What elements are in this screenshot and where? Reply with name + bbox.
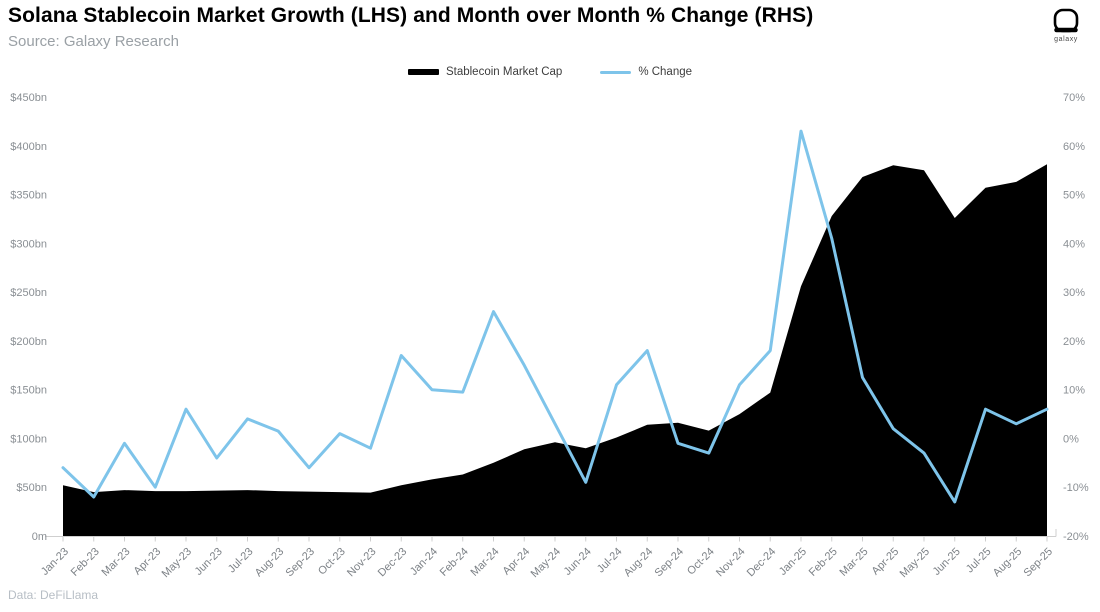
x-axis-label: Aug-25 bbox=[991, 546, 1025, 580]
y-axis-label-right: -20% bbox=[1063, 531, 1089, 543]
x-axis-label: Jan-25 bbox=[777, 546, 809, 578]
y-axis-label-left: $250bn bbox=[10, 287, 47, 299]
y-axis-label-right: 30% bbox=[1063, 287, 1085, 299]
x-axis-label: Feb-23 bbox=[69, 546, 102, 579]
y-axis-label-right: 0% bbox=[1063, 433, 1079, 445]
x-axis-label: Sep-23 bbox=[284, 546, 318, 580]
x-axis-label: May-23 bbox=[160, 546, 194, 580]
legend-item-market-cap: Stablecoin Market Cap bbox=[407, 66, 563, 78]
x-axis-label: Aug-24 bbox=[622, 546, 656, 580]
y-axis-label-left: $300bn bbox=[10, 238, 47, 250]
x-axis-label: Apr-25 bbox=[870, 546, 902, 578]
y-axis-label-left: $350bn bbox=[10, 190, 47, 202]
data-source-note: Data: DeFiLlama bbox=[8, 588, 99, 602]
x-axis-label: Oct-24 bbox=[685, 546, 717, 578]
x-axis-label: Jul-23 bbox=[226, 546, 256, 576]
y-axis-label-right: 20% bbox=[1063, 336, 1085, 348]
legend-swatch-pct-change bbox=[600, 70, 632, 74]
x-axis-label: Jan-23 bbox=[39, 546, 71, 578]
y-axis-label-right: 10% bbox=[1063, 385, 1085, 397]
x-axis-label: Mar-25 bbox=[837, 546, 870, 579]
x-axis-label: Dec-23 bbox=[376, 546, 410, 580]
y-axis-label-left: $100bn bbox=[10, 433, 47, 445]
x-axis-label: Jul-25 bbox=[964, 546, 994, 576]
y-axis-label-right: 40% bbox=[1063, 238, 1085, 250]
legend-label-marketcap: Stablecoin Market Cap bbox=[445, 66, 563, 78]
y-axis-label-left: $150bn bbox=[10, 385, 47, 397]
x-axis-label: Feb-24 bbox=[438, 546, 471, 579]
y-axis-label-left: $50bn bbox=[16, 482, 47, 494]
legend-swatch-marketcap bbox=[407, 69, 439, 75]
x-axis-label: Aug-23 bbox=[253, 546, 287, 580]
x-axis-label: Jun-23 bbox=[193, 546, 225, 578]
source-label: Source: Galaxy Research bbox=[8, 33, 179, 50]
x-axis-label: Oct-23 bbox=[316, 546, 348, 578]
y-axis-label-right: 50% bbox=[1063, 190, 1085, 202]
legend-item-pct-change: % Change bbox=[600, 66, 692, 78]
x-axis-label: Mar-23 bbox=[99, 546, 132, 579]
y-axis-label-right: 70% bbox=[1063, 92, 1085, 104]
x-axis-label: Jun-25 bbox=[931, 546, 963, 578]
y-axis-label-left: $450bn bbox=[10, 92, 47, 104]
marketcap-area bbox=[63, 164, 1047, 537]
page-title: Solana Stablecoin Market Growth (LHS) an… bbox=[8, 4, 814, 27]
legend-label-pct-change: % Change bbox=[638, 66, 693, 78]
y-axis-label-right: -10% bbox=[1063, 482, 1089, 494]
galaxy-logo-icon bbox=[1053, 8, 1079, 33]
y-axis-label-left: $400bn bbox=[10, 141, 47, 153]
galaxy-logo-text: galaxy bbox=[1054, 36, 1078, 43]
x-axis-label: Jan-24 bbox=[408, 546, 440, 578]
x-axis-label: Dec-24 bbox=[745, 546, 779, 580]
galaxy-logo: galaxy bbox=[1042, 8, 1090, 43]
x-axis-label: Jun-24 bbox=[562, 546, 594, 578]
x-axis-label: Apr-23 bbox=[132, 546, 164, 578]
x-axis-label: Feb-25 bbox=[807, 546, 840, 579]
x-axis-label: Mar-24 bbox=[468, 546, 501, 579]
x-axis-label: Nov-24 bbox=[714, 546, 748, 580]
x-axis-label: Sep-24 bbox=[653, 546, 687, 580]
y-axis-label-left: $200bn bbox=[10, 336, 47, 348]
x-axis-label: May-25 bbox=[898, 546, 932, 580]
y-axis-label-left: 0m bbox=[32, 531, 47, 543]
x-axis-label: Sep-25 bbox=[1022, 546, 1056, 580]
chart-legend: Stablecoin Market Cap % Change bbox=[0, 66, 1100, 78]
x-axis-label: Apr-24 bbox=[501, 546, 533, 578]
x-axis-label: May-24 bbox=[529, 546, 563, 580]
y-axis-label-right: 60% bbox=[1063, 141, 1085, 153]
pct-change-line bbox=[61, 129, 1049, 504]
x-axis-label: Nov-23 bbox=[345, 546, 379, 580]
x-axis-label: Jul-24 bbox=[595, 546, 625, 576]
